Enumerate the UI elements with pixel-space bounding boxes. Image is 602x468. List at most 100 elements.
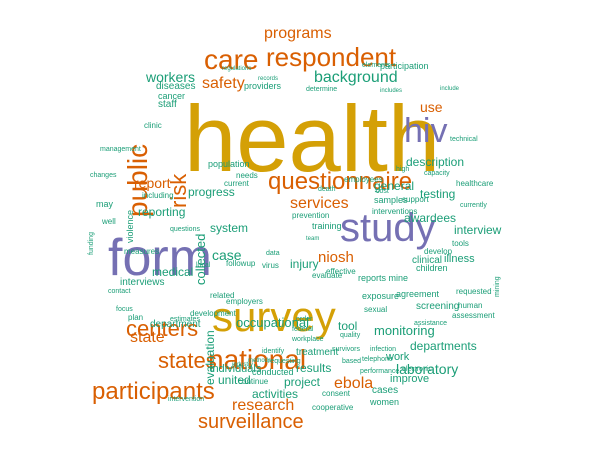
word-children: children	[416, 263, 448, 273]
word-determine: determine	[306, 86, 338, 93]
word-cases: cases	[372, 385, 399, 396]
word-consent: consent	[322, 389, 351, 398]
word-cancer: cancer	[158, 91, 186, 101]
word-individuals: individuals	[210, 363, 262, 375]
word-prevention: prevention	[292, 211, 330, 220]
word-screening: screening	[416, 301, 460, 312]
word-programs: programs	[264, 25, 332, 42]
word-workers: workers	[146, 69, 196, 85]
word-current: current	[224, 179, 249, 188]
word-diseases: diseases	[156, 81, 196, 92]
word-health: health	[184, 86, 441, 191]
word-activities: activities	[252, 387, 299, 401]
word-infection: infection	[370, 346, 397, 353]
word-develop: develop	[424, 247, 453, 256]
word-system: system	[210, 221, 249, 235]
word-cooperative: cooperative	[312, 403, 354, 412]
word-requested: requested	[456, 287, 492, 296]
word-followup: followup	[226, 259, 256, 268]
word-safety: safety	[202, 75, 245, 92]
word-providers: providers	[244, 81, 282, 91]
word-results: results	[296, 361, 332, 375]
word-samples: samples	[374, 195, 408, 205]
word-conducted: conducted	[252, 367, 294, 377]
word-participation: participation	[380, 61, 429, 71]
word-local: local	[196, 262, 211, 269]
word-occupational: occupational	[236, 315, 309, 330]
word-includes: includes	[380, 88, 403, 94]
word-identify: identify	[262, 348, 285, 355]
word-telephone: telephone	[362, 356, 393, 363]
word-tools: tools	[452, 239, 469, 248]
word-staff: staff	[158, 99, 177, 110]
word-research: research	[232, 397, 295, 414]
word-treatment: treatment	[296, 347, 339, 358]
word-monitoring: monitoring	[374, 323, 435, 338]
word-ebola: ebola	[334, 375, 374, 392]
word-elements: elements	[362, 62, 391, 69]
word-violence: violence	[125, 209, 135, 243]
word-death: death	[318, 186, 336, 193]
word-based: based	[342, 358, 362, 365]
word-employers: employers	[226, 297, 263, 306]
word-reporting: reporting	[138, 205, 186, 219]
word-well: well	[102, 217, 116, 226]
word-centers: centers	[126, 316, 199, 341]
word-records: records	[258, 76, 279, 82]
word-funding: funding	[88, 232, 95, 255]
word-surveillance: surveillance	[198, 411, 304, 433]
word-workplace: workplace	[292, 336, 324, 343]
word-focus: focus	[116, 306, 133, 313]
word-states: states	[158, 348, 217, 373]
word-medical: medical	[152, 265, 194, 279]
word-sexual: sexual	[364, 305, 388, 314]
word-team: team	[306, 236, 320, 242]
word-plan: plan	[128, 313, 144, 322]
word-department: department	[150, 319, 201, 330]
word-contact: contact	[108, 288, 131, 295]
word-population: population	[208, 159, 250, 169]
word-data: data	[266, 250, 280, 257]
word-reports-mine: reports mine	[358, 273, 409, 283]
word-mining: mining	[494, 276, 501, 297]
word-including: including	[142, 191, 174, 200]
word-quality: quality	[340, 332, 361, 339]
word-women: women	[370, 397, 400, 407]
word-testing: testing	[420, 187, 456, 201]
word-report: report	[134, 175, 171, 191]
word-improve: improve	[390, 373, 430, 385]
word-clinic: clinic	[144, 121, 162, 130]
word-background: background	[314, 69, 398, 86]
word-federal: federal	[292, 326, 314, 333]
word-measures: measures	[124, 247, 160, 256]
word-human: human	[458, 301, 483, 310]
word-effective: effective	[326, 267, 356, 276]
word-evaluate: evaluate	[312, 271, 343, 280]
word-training: training	[312, 221, 342, 231]
word-case: case	[212, 247, 242, 263]
word-agreement: agreement	[396, 289, 440, 299]
word-interventions: interventions	[372, 207, 418, 216]
word-respondent: respondent	[266, 42, 397, 72]
word-include: include	[440, 86, 460, 92]
word-cost: cost	[376, 188, 389, 195]
word-continue: continue	[238, 377, 269, 386]
word-progress: progress	[188, 185, 235, 199]
word-use: use	[420, 99, 443, 115]
word-united: united	[218, 373, 251, 387]
word-work: work	[386, 351, 410, 363]
word-interviews: interviews	[120, 277, 165, 288]
word-questions: questions	[170, 226, 200, 233]
word-estimates: estimates	[170, 316, 200, 323]
word-evaluation: evaluation	[203, 330, 217, 385]
word-services: services	[290, 195, 349, 212]
word-survivors: survivors	[332, 346, 361, 353]
word-laboratory: laboratory	[396, 361, 459, 377]
word-clinical: clinical	[412, 255, 443, 266]
word-industry: industry	[232, 362, 254, 368]
word-assistance: assistance	[414, 320, 448, 327]
word-technical: technical	[450, 136, 478, 143]
word-methods: methods	[248, 358, 272, 364]
word-regulations: regulations	[222, 66, 252, 72]
